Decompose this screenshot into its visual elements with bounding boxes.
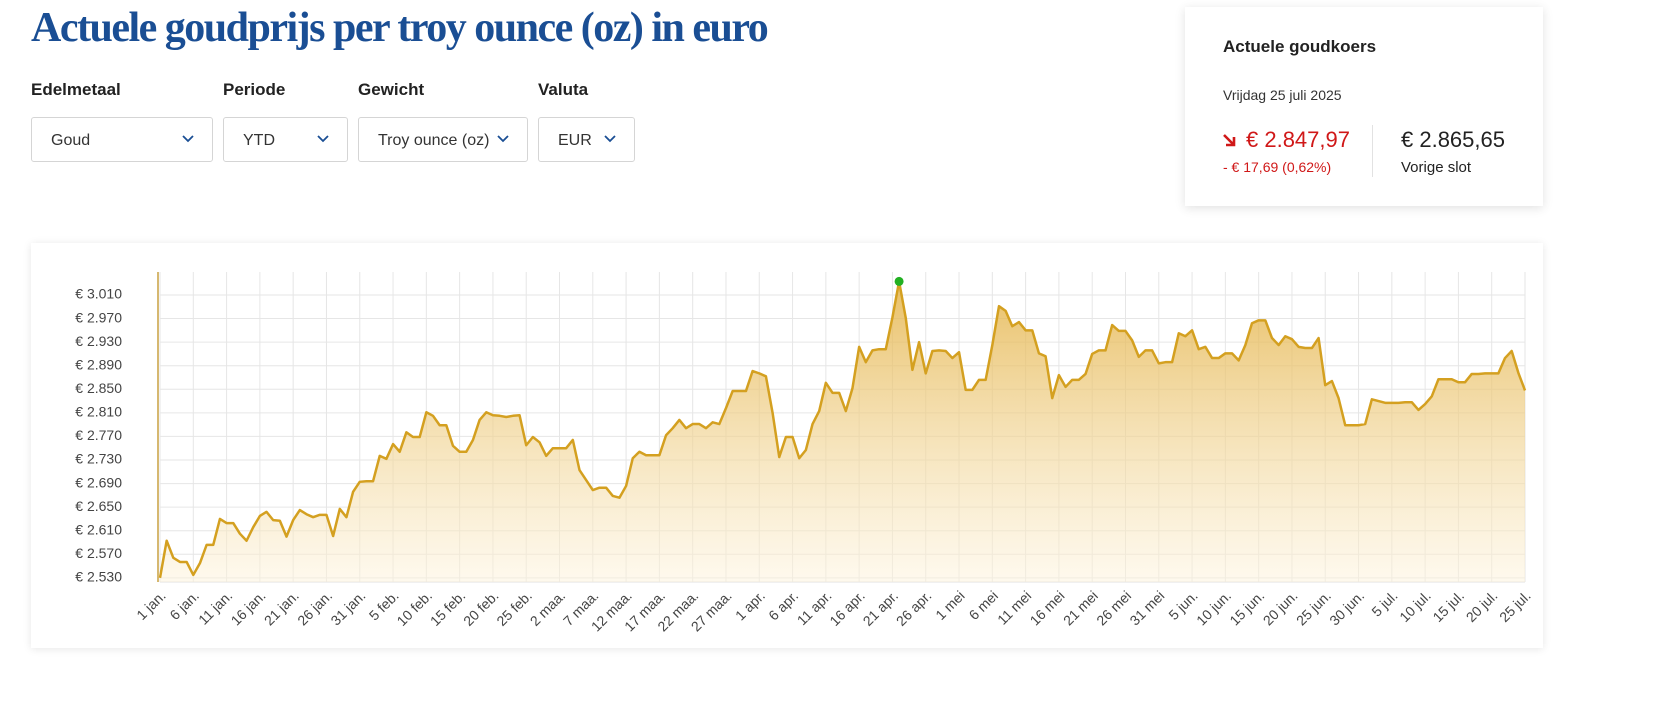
dropdown[interactable]: Goud	[31, 117, 213, 162]
y-tick-label: € 2.650	[75, 498, 122, 514]
x-tick-label: 20 feb.	[460, 587, 502, 629]
y-tick-label: € 2.730	[75, 451, 122, 467]
y-tick-label: € 2.970	[75, 309, 122, 325]
divider	[1372, 125, 1373, 177]
x-tick-label: 26 mei	[1093, 587, 1134, 628]
y-tick-label: € 2.850	[75, 380, 122, 396]
x-tick-label: 1 jan.	[133, 587, 169, 623]
card-title: Actuele goudkoers	[1223, 37, 1377, 56]
chevron	[604, 135, 616, 143]
chevron	[497, 135, 509, 143]
dropdown[interactable]: EUR	[538, 117, 635, 162]
x-tick-label: 25 jun.	[1293, 587, 1334, 628]
y-tick-label: € 2.890	[75, 356, 122, 372]
filter-label: Edelmetaal	[31, 80, 121, 99]
x-tick-label: 15 feb.	[427, 587, 469, 629]
x-tick-label: 15 jun.	[1226, 587, 1267, 628]
y-tick-label: € 2.770	[75, 427, 122, 443]
y-tick-label: € 2.530	[75, 569, 122, 585]
current-price: € 2.847,97	[1246, 127, 1350, 152]
filter-label: Valuta	[538, 80, 589, 99]
y-tick-label: € 2.610	[75, 521, 122, 537]
price-change: - € 17,69 (0,62%)	[1223, 159, 1332, 175]
x-tick-label: 1 mei	[932, 587, 968, 623]
price-line	[158, 280, 1527, 579]
price-card: Actuele goudkoers Vrijdag 25 juli 2025 €…	[1185, 7, 1543, 206]
x-tick-label: 26 apr.	[893, 587, 935, 629]
dropdown[interactable]: Troy ounce (oz)	[358, 117, 528, 162]
previous-label: Vorige slot	[1401, 159, 1472, 176]
x-tick-label: 10 jul.	[1396, 587, 1434, 625]
x-tick-label: 20 jul.	[1463, 587, 1501, 625]
y-tick-label: € 2.690	[75, 474, 122, 490]
dropdown-value: Troy ounce (oz)	[378, 132, 490, 149]
x-tick-label: 31 mei	[1126, 587, 1167, 628]
x-tick-label: 10 jun.	[1193, 587, 1234, 628]
x-tick-label: 16 mei	[1027, 587, 1068, 628]
x-tick-label: 21 mei	[1060, 587, 1101, 628]
y-tick-label: € 2.930	[75, 333, 122, 349]
y-tick-label: € 2.810	[75, 404, 122, 420]
x-tick-label: 21 apr.	[860, 587, 902, 629]
peak-marker	[894, 276, 904, 286]
x-tick-label: 1 apr.	[732, 587, 768, 623]
down-arrow	[1223, 134, 1236, 147]
x-tick-label: 30 jun.	[1326, 587, 1367, 628]
x-tick-label: 20 jun.	[1260, 587, 1301, 628]
dropdown-value: YTD	[243, 132, 275, 149]
chevron	[182, 135, 194, 143]
x-tick-label: 31 jan.	[327, 587, 368, 628]
x-tick-label: 16 apr.	[826, 587, 868, 629]
x-tick-label: 26 jan.	[294, 587, 335, 628]
dropdown[interactable]: YTD	[223, 117, 348, 162]
x-tick-label: 25 feb.	[493, 587, 535, 629]
x-tick-label: 2 maa.	[527, 587, 569, 629]
x-tick-label: 15 jul.	[1429, 587, 1467, 625]
area-fill	[160, 281, 1525, 582]
dropdown-value: EUR	[558, 132, 592, 149]
y-tick-label: € 2.570	[75, 545, 122, 561]
dropdown-value: Goud	[51, 132, 91, 149]
x-tick-label: 11 mei	[994, 587, 1034, 627]
previous-price: € 2.865,65	[1401, 127, 1505, 152]
card-date: Vrijdag 25 juli 2025	[1223, 87, 1342, 103]
y-tick-label: € 3.010	[75, 286, 122, 302]
x-tick-label: 25 jul.	[1496, 587, 1534, 625]
filter-label: Periode	[223, 80, 286, 99]
page-title: Actuele goudprijs per troy ounce (oz) in…	[31, 5, 769, 51]
x-tick-label: 10 feb.	[393, 587, 435, 629]
filter-label: Gewicht	[358, 80, 425, 99]
x-tick-label: 21 jan.	[261, 587, 302, 628]
x-tick-label: 11 jan.	[195, 587, 235, 627]
x-tick-label: 16 jan.	[228, 587, 269, 628]
x-tick-label: 11 apr.	[794, 587, 835, 628]
chevron	[317, 135, 329, 143]
